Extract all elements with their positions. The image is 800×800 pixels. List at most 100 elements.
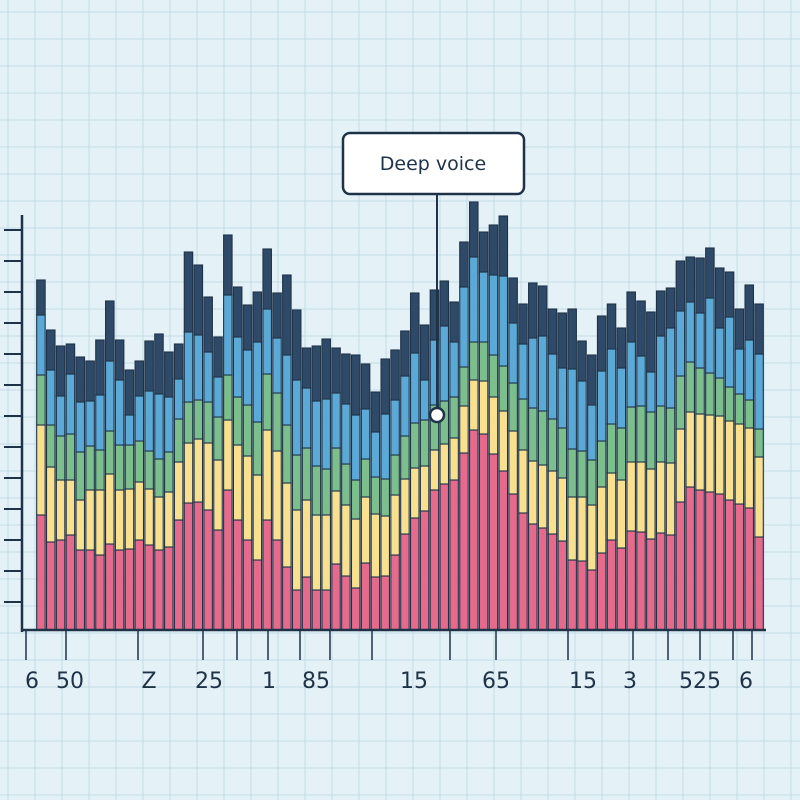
bar-segment (154, 458, 164, 498)
bar-segment (55, 345, 66, 397)
bar-segment (587, 569, 597, 631)
bar-segment (134, 481, 145, 541)
bar-segment (85, 549, 95, 631)
bar-segment (409, 422, 420, 469)
bar-segment (439, 325, 450, 402)
bar-segment (675, 501, 686, 631)
bar-segment (655, 335, 666, 407)
bar-segment (754, 428, 764, 458)
bar-segment (341, 504, 351, 577)
bar-segment (370, 513, 381, 578)
bar-segment (262, 308, 272, 375)
bar-segment (577, 380, 587, 452)
bar-segment (321, 338, 331, 400)
bar-segment (242, 455, 253, 541)
bar-segment (626, 530, 636, 631)
bar-segment (616, 327, 627, 369)
bar-segment (350, 414, 361, 481)
bar-segment (252, 291, 263, 343)
bar-segment (311, 400, 322, 467)
bar-segment (370, 576, 381, 631)
bar-segment (213, 336, 223, 378)
bar-segment (557, 540, 568, 631)
x-tick-labels: 6 50 Z 25 1 85 15 65 15 3 525 6 (25, 669, 753, 694)
bar-segment (646, 311, 656, 373)
bar-segment (577, 340, 587, 382)
bar-segment (606, 539, 617, 631)
x-tick-label: Z (141, 669, 156, 694)
bar-segment (528, 523, 538, 631)
bar-segment (45, 424, 56, 468)
bar-segment (646, 538, 656, 631)
bar-segment (714, 493, 725, 631)
bar-segment (291, 509, 302, 591)
bar-segment (429, 449, 440, 491)
bar-segment (478, 341, 489, 382)
bar-segment (301, 447, 312, 501)
bar-segment (459, 405, 469, 454)
bar-segment (124, 444, 135, 490)
bar-segment (213, 416, 223, 461)
bar-segment (498, 410, 509, 472)
bar-segment (252, 421, 263, 476)
bar-segment (478, 271, 489, 343)
bar-segment (173, 378, 184, 420)
bar-segment (134, 360, 145, 397)
bar-segment (193, 334, 204, 401)
bar-segment (567, 496, 577, 561)
bar-segment (134, 395, 145, 442)
bar-segment (144, 340, 154, 392)
bar-segment (124, 414, 135, 446)
bar-segment (134, 440, 145, 483)
bar-segment (36, 424, 46, 516)
bar-segment (557, 477, 568, 542)
bar-segment (705, 297, 715, 374)
bar-segment (154, 549, 164, 631)
bar-segment (459, 286, 469, 368)
axes (4, 215, 766, 660)
bar-segment (596, 315, 607, 372)
bar-segment (596, 440, 607, 488)
bar-segment (557, 427, 568, 479)
bar-segment (596, 552, 607, 631)
bar-segment (173, 461, 184, 521)
bar-segment (754, 536, 764, 631)
bar-segment (626, 406, 636, 463)
bar-segment (429, 489, 440, 631)
bar-segment (439, 483, 450, 631)
bar-segment (242, 304, 253, 351)
bar-segment (508, 382, 518, 432)
bar-segment (419, 379, 430, 421)
bar-segment (75, 356, 86, 403)
bar-segment (567, 368, 577, 450)
bar-segment (232, 519, 243, 631)
bar-segment (508, 277, 518, 324)
bar-segment (331, 347, 341, 394)
bar-segment (390, 494, 400, 556)
bar-segment (577, 560, 587, 631)
bar-segment (252, 559, 263, 631)
bar-segment (164, 351, 174, 398)
bar-segment (65, 433, 76, 481)
bar-segment (321, 589, 331, 631)
bar-segment (95, 449, 105, 491)
bar-segment (232, 444, 243, 521)
bar-segment (262, 248, 272, 310)
bar-segment (55, 395, 66, 437)
bar-segment (596, 370, 607, 442)
bar-segment (75, 401, 86, 453)
bar-segment (291, 379, 302, 456)
bar-segment (449, 341, 459, 398)
bar-segment (105, 300, 115, 362)
bar-segment (646, 371, 656, 413)
bar-segment (498, 275, 509, 367)
bar-segment (646, 468, 656, 540)
bar-segment (518, 449, 528, 514)
bar-segment (616, 479, 627, 549)
bar-segment (223, 374, 233, 421)
bar-segment (105, 430, 115, 475)
bar-segment (665, 407, 676, 464)
bar-segment (95, 394, 105, 451)
bar-segment (685, 256, 695, 303)
bar-segment (36, 374, 46, 426)
